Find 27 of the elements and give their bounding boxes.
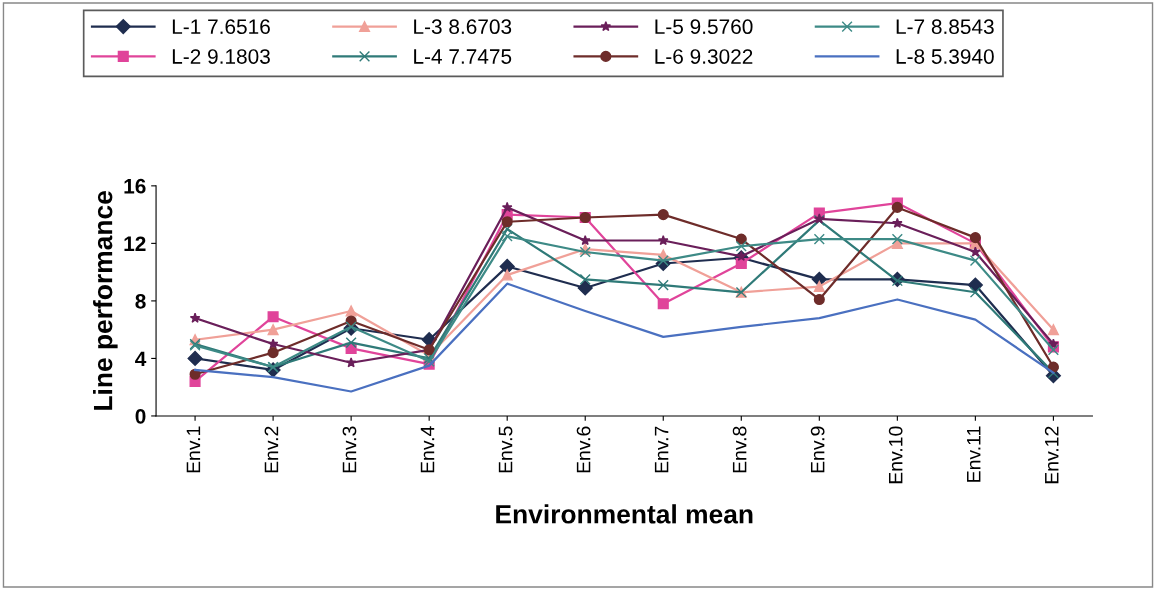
y-tick-label: 8 (135, 293, 146, 309)
y-tick-label: 4 (135, 351, 147, 366)
x-tick-label: Env.12 (1044, 426, 1059, 484)
legend-label: L-8 5.3940 (896, 49, 994, 64)
x-tick-label: Env.7 (654, 426, 669, 473)
legend-label: L-7 8.8543 (896, 19, 994, 35)
legend-label: L-4 7.7475 (414, 49, 512, 64)
legend-label: L-6 9.3022 (655, 49, 753, 64)
x-tick-label: Env.8 (732, 426, 747, 473)
x-tick-label: Env.10 (888, 426, 903, 484)
x-tick-label: Env.2 (264, 426, 279, 473)
x-tick-label: Env.6 (576, 426, 591, 473)
legend-label: L-3 8.6703 (414, 19, 512, 35)
legend-label: L-1 7.6516 (172, 19, 270, 35)
x-axis-title: Environmental mean (496, 504, 753, 524)
x-tick-label: Env.1 (186, 426, 201, 473)
x-tick-label: Env.3 (342, 426, 357, 473)
x-tick-label: Env.4 (420, 426, 435, 473)
legend-label: L-5 9.5760 (655, 19, 753, 35)
x-tick-label: Env.5 (498, 426, 513, 473)
y-axis-title: Line performance (93, 191, 118, 410)
y-tick-label: 12 (124, 236, 146, 251)
y-tick-label: 16 (124, 178, 146, 194)
x-tick-label: Env.11 (967, 426, 981, 482)
y-tick-label: 0 (135, 408, 146, 424)
x-tick-label: Env.9 (810, 426, 825, 473)
legend-label: L-2 9.1803 (172, 49, 270, 64)
